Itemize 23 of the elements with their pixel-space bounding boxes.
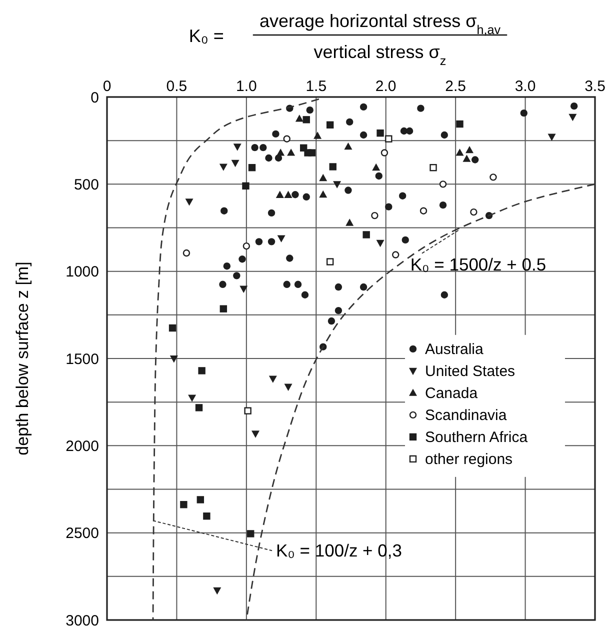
x-tick-label: 3.5 bbox=[584, 78, 606, 95]
x-tick-label: 3.0 bbox=[514, 78, 536, 95]
legend-label: Southern Africa bbox=[425, 429, 528, 446]
y-tick-label: 2000 bbox=[66, 438, 99, 455]
y-tick-label: 500 bbox=[74, 176, 99, 194]
x-tick-label: 2.0 bbox=[375, 78, 396, 95]
x-tick-label: 0.5 bbox=[166, 78, 188, 95]
y-tick-label: 1500 bbox=[66, 350, 99, 368]
y-axis-title: depth below surface z [m] bbox=[13, 262, 32, 456]
legend-label: Scandinavia bbox=[425, 407, 508, 424]
legend-label: Australia bbox=[425, 341, 484, 358]
text: K₀ = average horizontal stress σ$_{h,av}$ vertical stress σ$_{z}$ bbox=[188, 11, 501, 68]
x-tick-label: 1.5 bbox=[306, 78, 327, 95]
x-tick-label: 1.0 bbox=[236, 78, 257, 95]
legend-label: United States bbox=[425, 363, 516, 380]
x-tick-label: 0 bbox=[102, 78, 112, 95]
y-tick-label: 0 bbox=[90, 89, 99, 106]
x-tick-label: 2.5 bbox=[445, 78, 466, 95]
y-tick-label: 3000 bbox=[66, 612, 99, 627]
legend-label: other regions bbox=[425, 451, 513, 468]
y-tick-label: 1000 bbox=[66, 264, 99, 281]
y-tick-label: 2500 bbox=[66, 525, 99, 542]
legend-label: Canada bbox=[425, 385, 478, 402]
